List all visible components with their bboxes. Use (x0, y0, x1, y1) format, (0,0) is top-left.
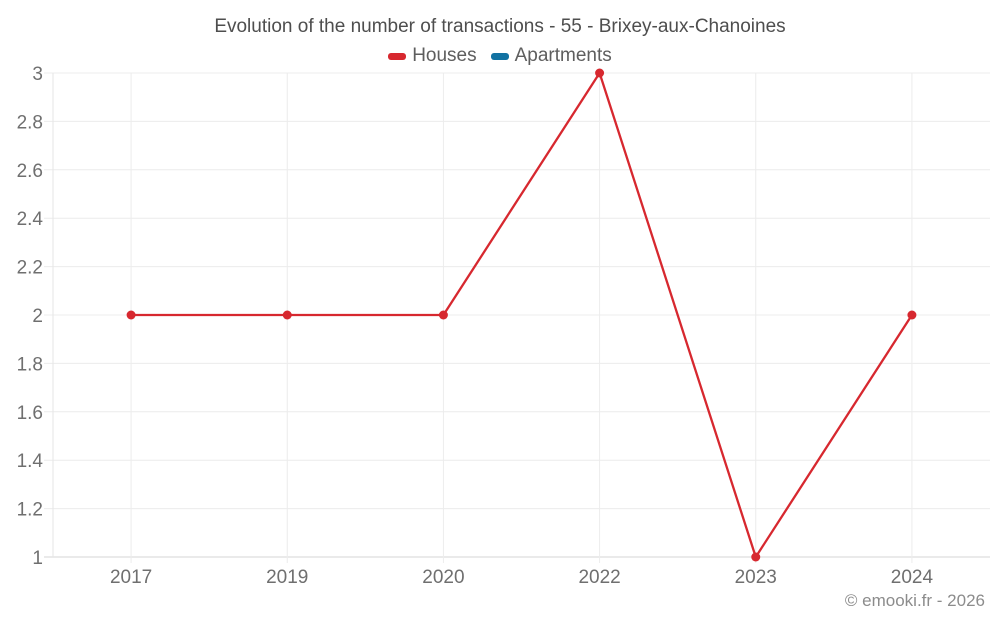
houses-series-swatch-icon (388, 52, 407, 60)
houses-legend-label: Houses (412, 45, 477, 66)
x-tick-label: 2019 (266, 567, 308, 588)
x-tick-label: 2020 (422, 567, 464, 588)
y-tick-label: 2.8 (17, 112, 43, 133)
x-tick-label: 2024 (891, 567, 934, 588)
y-tick-label: 1.8 (17, 354, 43, 375)
x-tick-label: 2017 (110, 567, 152, 588)
y-tick-label: 2.6 (17, 161, 43, 182)
legend-item-houses[interactable]: Houses (388, 45, 477, 67)
houses-data-point[interactable] (751, 552, 761, 562)
y-tick-label: 1 (32, 548, 43, 569)
y-tick-label: 2.2 (17, 258, 43, 279)
y-tick-label: 2 (32, 306, 43, 327)
apartments-legend-label: Apartments (514, 45, 612, 66)
houses-data-point[interactable] (282, 310, 292, 320)
y-tick-label: 2.4 (17, 209, 44, 230)
x-tick-label: 2023 (735, 567, 777, 588)
legend: Houses Apartments (0, 45, 1000, 67)
x-tick-label: 2022 (578, 567, 620, 588)
copyright-footer: © emooki.fr - 2026 (844, 591, 985, 610)
houses-data-point[interactable] (438, 310, 448, 320)
y-tick-label: 3 (32, 64, 43, 85)
legend-item-apartments[interactable]: Apartments (490, 45, 612, 67)
houses-data-point[interactable] (126, 310, 136, 320)
y-tick-label: 1.4 (17, 451, 44, 472)
chart-title: Evolution of the number of transactions … (214, 16, 786, 37)
y-tick-label: 1.2 (17, 500, 43, 521)
houses-series-line (131, 71, 913, 559)
houses-data-point[interactable] (595, 68, 605, 78)
y-tick-label: 1.6 (17, 403, 43, 424)
apartments-series-swatch-icon (490, 52, 509, 60)
houses-data-point[interactable] (907, 310, 917, 320)
